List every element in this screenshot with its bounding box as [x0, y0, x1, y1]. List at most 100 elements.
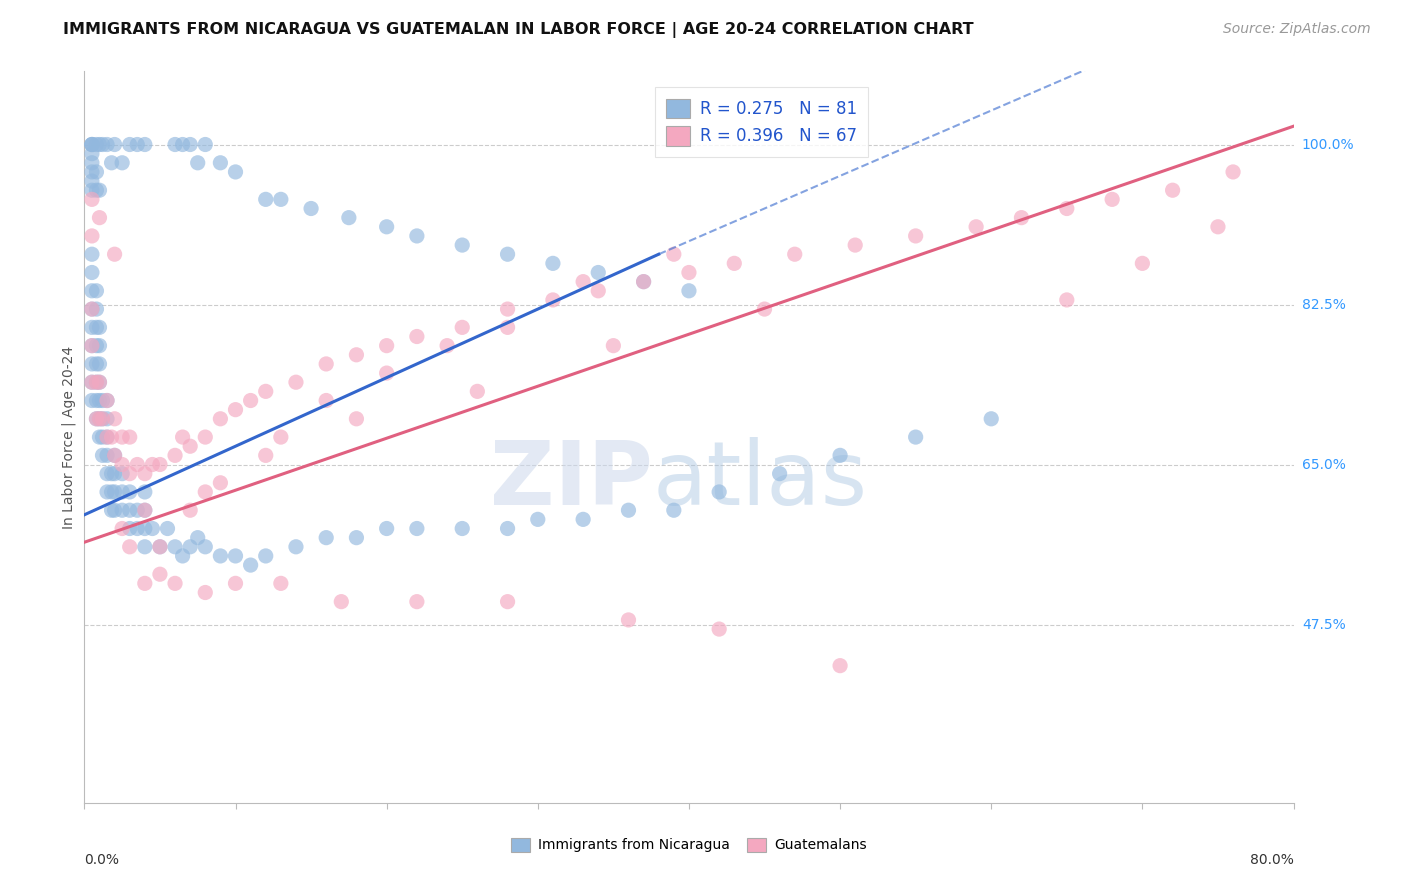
- Point: [588, 284, 610, 298]
- Point: [80, 155, 103, 169]
- Point: [91, 137, 114, 152]
- Point: [86, 376, 108, 390]
- Point: [89, 412, 111, 426]
- Text: 82.5%: 82.5%: [1302, 298, 1346, 311]
- Point: [80, 376, 103, 390]
- Point: [91, 412, 114, 426]
- Point: [80, 137, 103, 152]
- Point: [209, 155, 232, 169]
- Point: [783, 247, 806, 261]
- Point: [315, 357, 337, 371]
- Point: [127, 521, 149, 535]
- Point: [89, 376, 111, 390]
- Text: IMMIGRANTS FROM NICARAGUA VS GUATEMALAN IN LABOR FORCE | AGE 20-24 CORRELATION C: IMMIGRANTS FROM NICARAGUA VS GUATEMALAN …: [63, 22, 974, 38]
- Point: [194, 137, 217, 152]
- Point: [86, 183, 108, 197]
- Point: [1130, 256, 1153, 270]
- Point: [86, 137, 108, 152]
- Point: [330, 594, 353, 608]
- Point: [965, 219, 987, 234]
- Point: [104, 503, 127, 517]
- Point: [104, 137, 127, 152]
- Point: [100, 467, 122, 481]
- Point: [769, 467, 792, 481]
- Point: [134, 521, 156, 535]
- Point: [315, 393, 337, 408]
- Point: [80, 266, 103, 280]
- Point: [617, 503, 640, 517]
- Point: [225, 576, 247, 591]
- Point: [118, 137, 141, 152]
- Point: [91, 393, 114, 408]
- Point: [194, 485, 217, 500]
- Point: [633, 275, 655, 289]
- Point: [149, 458, 172, 472]
- Point: [406, 329, 429, 343]
- Point: [118, 503, 141, 517]
- Point: [91, 430, 114, 444]
- Point: [254, 448, 277, 462]
- Point: [436, 338, 458, 352]
- Point: [104, 412, 127, 426]
- Point: [406, 594, 429, 608]
- Point: [134, 576, 156, 591]
- Point: [127, 503, 149, 517]
- Point: [104, 448, 127, 462]
- Point: [270, 193, 292, 207]
- Point: [86, 376, 108, 390]
- Point: [315, 531, 337, 545]
- Point: [541, 256, 564, 270]
- Point: [86, 165, 108, 179]
- Point: [451, 521, 474, 535]
- Point: [149, 540, 172, 554]
- Point: [678, 266, 700, 280]
- Point: [91, 448, 114, 462]
- Point: [709, 485, 731, 500]
- Point: [80, 338, 103, 352]
- Point: [1056, 202, 1078, 216]
- Point: [172, 430, 194, 444]
- Point: [209, 549, 232, 563]
- Point: [89, 338, 111, 352]
- Point: [904, 430, 927, 444]
- Text: Source: ZipAtlas.com: Source: ZipAtlas.com: [1223, 22, 1371, 37]
- Point: [270, 430, 292, 444]
- Point: [285, 540, 308, 554]
- Text: ZIP: ZIP: [489, 437, 652, 524]
- Point: [86, 284, 108, 298]
- Point: [254, 193, 277, 207]
- Point: [346, 531, 368, 545]
- Point: [165, 448, 187, 462]
- Point: [225, 165, 247, 179]
- Point: [118, 430, 141, 444]
- Point: [104, 485, 127, 500]
- Point: [111, 430, 134, 444]
- Point: [80, 301, 103, 317]
- Point: [496, 594, 519, 608]
- Point: [111, 458, 134, 472]
- Point: [149, 540, 172, 554]
- Text: 47.5%: 47.5%: [1302, 617, 1346, 632]
- Point: [86, 412, 108, 426]
- Point: [588, 266, 610, 280]
- Point: [118, 467, 141, 481]
- Point: [451, 320, 474, 334]
- Point: [406, 521, 429, 535]
- Point: [104, 448, 127, 462]
- Point: [149, 567, 172, 582]
- Text: 65.0%: 65.0%: [1302, 458, 1346, 472]
- Point: [118, 485, 141, 500]
- Point: [1161, 183, 1184, 197]
- Point: [662, 247, 685, 261]
- Point: [172, 549, 194, 563]
- Point: [662, 503, 685, 517]
- Y-axis label: In Labor Force | Age 20-24: In Labor Force | Age 20-24: [62, 345, 76, 529]
- Point: [104, 247, 127, 261]
- Point: [111, 155, 134, 169]
- Point: [156, 521, 179, 535]
- Point: [100, 430, 122, 444]
- Point: [165, 137, 187, 152]
- Point: [80, 137, 103, 152]
- Point: [134, 467, 156, 481]
- Point: [194, 430, 217, 444]
